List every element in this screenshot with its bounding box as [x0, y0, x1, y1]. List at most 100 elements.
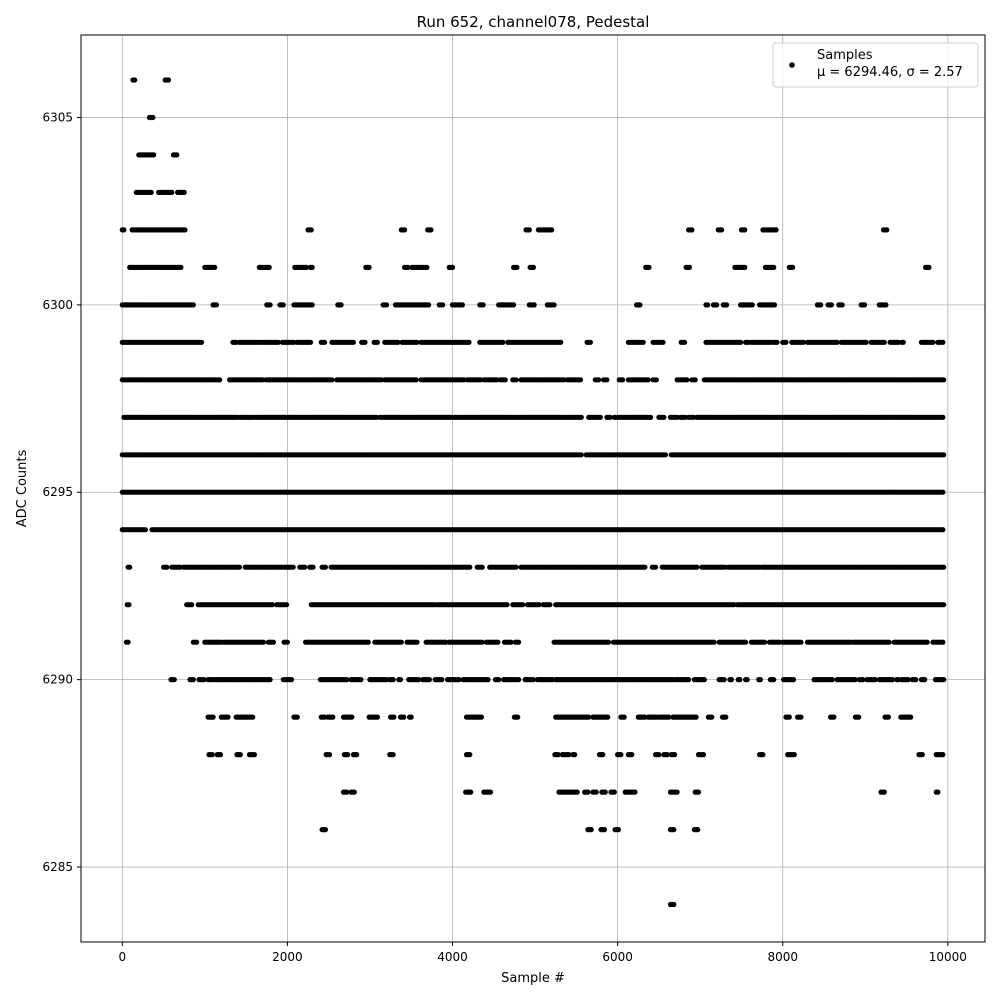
data-point — [467, 752, 473, 758]
data-point — [345, 752, 351, 758]
data-point — [798, 639, 804, 645]
data-point — [467, 564, 473, 570]
data-point — [280, 302, 286, 308]
data-point — [605, 714, 611, 720]
data-point — [940, 489, 946, 495]
data-point — [863, 339, 869, 345]
data-point — [395, 339, 401, 345]
data-point — [383, 302, 390, 308]
data-point — [413, 377, 419, 383]
data-point — [547, 602, 553, 608]
data-point — [790, 677, 797, 683]
data-point — [351, 789, 357, 795]
data-point — [640, 339, 646, 345]
data-point — [151, 152, 157, 158]
data-point — [724, 302, 730, 308]
data-point — [354, 752, 360, 758]
data-point — [621, 714, 627, 720]
data-point — [169, 189, 175, 195]
data-point — [940, 527, 946, 533]
data-point — [164, 564, 170, 570]
data-point — [520, 602, 526, 608]
data-point — [872, 677, 878, 683]
data-point — [941, 452, 947, 458]
data-point — [660, 339, 666, 345]
data-point — [322, 564, 328, 570]
data-point — [723, 714, 729, 720]
data-point — [125, 639, 131, 645]
data-point — [694, 564, 700, 570]
data-point — [742, 227, 748, 233]
data-point — [800, 339, 807, 345]
data-point — [749, 302, 755, 308]
data-point — [390, 752, 396, 758]
data-point — [637, 302, 643, 308]
data-point — [786, 714, 792, 720]
data-point — [416, 677, 422, 683]
data-point — [889, 677, 896, 683]
data-point — [856, 714, 862, 720]
data-point — [213, 302, 219, 308]
data-point — [366, 264, 372, 270]
data-point — [530, 264, 537, 270]
data-point — [260, 639, 267, 645]
data-point — [549, 227, 555, 233]
data-point — [374, 339, 380, 345]
data-point — [829, 677, 835, 683]
data-point — [225, 714, 231, 720]
data-point — [596, 377, 602, 383]
data-point — [478, 714, 484, 720]
data-point — [818, 302, 824, 308]
data-point — [127, 564, 133, 570]
data-point — [178, 264, 184, 270]
data-point — [344, 677, 350, 683]
data-point — [294, 714, 300, 720]
data-point — [401, 714, 407, 720]
data-point — [440, 302, 446, 308]
data-point — [165, 77, 172, 83]
data-point — [940, 414, 946, 420]
data-point — [742, 264, 748, 270]
data-point — [773, 227, 779, 233]
data-point — [771, 264, 777, 270]
data-point — [495, 639, 501, 645]
data-point — [926, 264, 932, 270]
data-point — [307, 339, 314, 345]
data-point — [860, 677, 866, 683]
data-point — [728, 677, 735, 683]
data-point — [648, 414, 654, 420]
data-point — [684, 377, 690, 383]
data-point — [212, 264, 218, 270]
data-point — [456, 677, 462, 683]
data-point — [303, 264, 309, 270]
data-point — [121, 227, 127, 233]
data-point — [883, 302, 889, 308]
data-point — [605, 639, 612, 645]
data-point — [686, 677, 692, 683]
data-point — [338, 302, 344, 308]
data-point — [885, 714, 892, 720]
data-point — [941, 677, 947, 683]
data-point — [618, 752, 624, 758]
data-point — [398, 639, 404, 645]
data-point — [905, 677, 911, 683]
data-point — [267, 677, 273, 683]
data-point — [662, 452, 669, 458]
data-point — [738, 339, 744, 345]
data-point — [834, 339, 840, 345]
data-point — [900, 339, 906, 345]
data-point — [468, 789, 474, 795]
data-point — [198, 339, 205, 345]
data-point — [449, 264, 456, 270]
data-point — [182, 227, 188, 233]
data-point — [329, 377, 335, 383]
data-point — [555, 752, 561, 758]
data-point — [941, 377, 947, 383]
data-point — [743, 639, 749, 645]
data-point — [365, 639, 371, 645]
data-point — [526, 227, 532, 233]
data-point — [480, 302, 486, 308]
data-point — [604, 377, 610, 383]
